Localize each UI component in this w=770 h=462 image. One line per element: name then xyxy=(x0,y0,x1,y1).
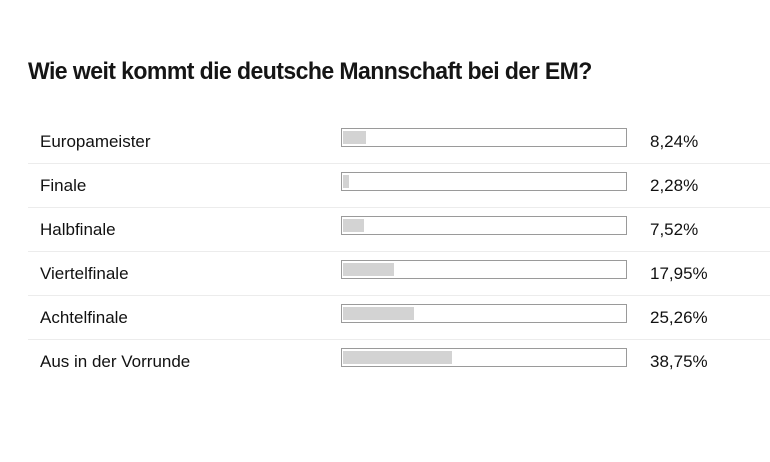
poll-option-bar xyxy=(341,172,627,191)
poll-option-percent: 8,24% xyxy=(650,132,699,151)
poll-option-bar-fill xyxy=(343,219,364,232)
poll-widget: Wie weit kommt die deutsche Mannschaft b… xyxy=(28,56,770,371)
poll-option-label: Achtelfinale xyxy=(40,308,128,327)
poll-option-bar-fill xyxy=(343,351,452,364)
poll-option-bar-fill xyxy=(343,307,414,320)
poll-option-row[interactable]: Finale 2,28% xyxy=(28,164,770,208)
poll-option-percent: 2,28% xyxy=(650,176,699,195)
poll-option-row[interactable]: Viertelfinale 17,95% xyxy=(28,252,770,296)
poll-option-row[interactable]: Aus in der Vorrunde 38,75% xyxy=(28,340,770,384)
poll-option-row[interactable]: Halbfinale 7,52% xyxy=(28,208,770,252)
poll-option-percent: 25,26% xyxy=(650,308,708,327)
poll-option-percent: 17,95% xyxy=(650,264,708,283)
poll-option-bar xyxy=(341,304,627,323)
poll-option-row[interactable]: Europameister 8,24% xyxy=(28,120,770,164)
poll-option-percent: 38,75% xyxy=(650,352,708,371)
poll-option-row[interactable]: Achtelfinale 25,26% xyxy=(28,296,770,340)
poll-question: Wie weit kommt die deutsche Mannschaft b… xyxy=(28,58,592,85)
poll-options: Europameister 8,24% Finale 2,28% Halbfin… xyxy=(28,120,770,384)
poll-option-bar-fill xyxy=(343,263,394,276)
poll-option-bar xyxy=(341,348,627,367)
poll-option-percent: 7,52% xyxy=(650,220,699,239)
poll-option-bar xyxy=(341,128,627,147)
poll-option-label: Halbfinale xyxy=(40,220,116,239)
poll-option-bar xyxy=(341,260,627,279)
poll-option-bar xyxy=(341,216,627,235)
poll-option-label: Europameister xyxy=(40,132,151,151)
poll-option-label: Aus in der Vorrunde xyxy=(40,352,191,371)
poll-option-bar-fill xyxy=(343,131,366,144)
poll-option-label: Viertelfinale xyxy=(40,264,129,283)
poll-option-label: Finale xyxy=(40,176,87,195)
poll-option-bar-fill xyxy=(343,175,349,188)
